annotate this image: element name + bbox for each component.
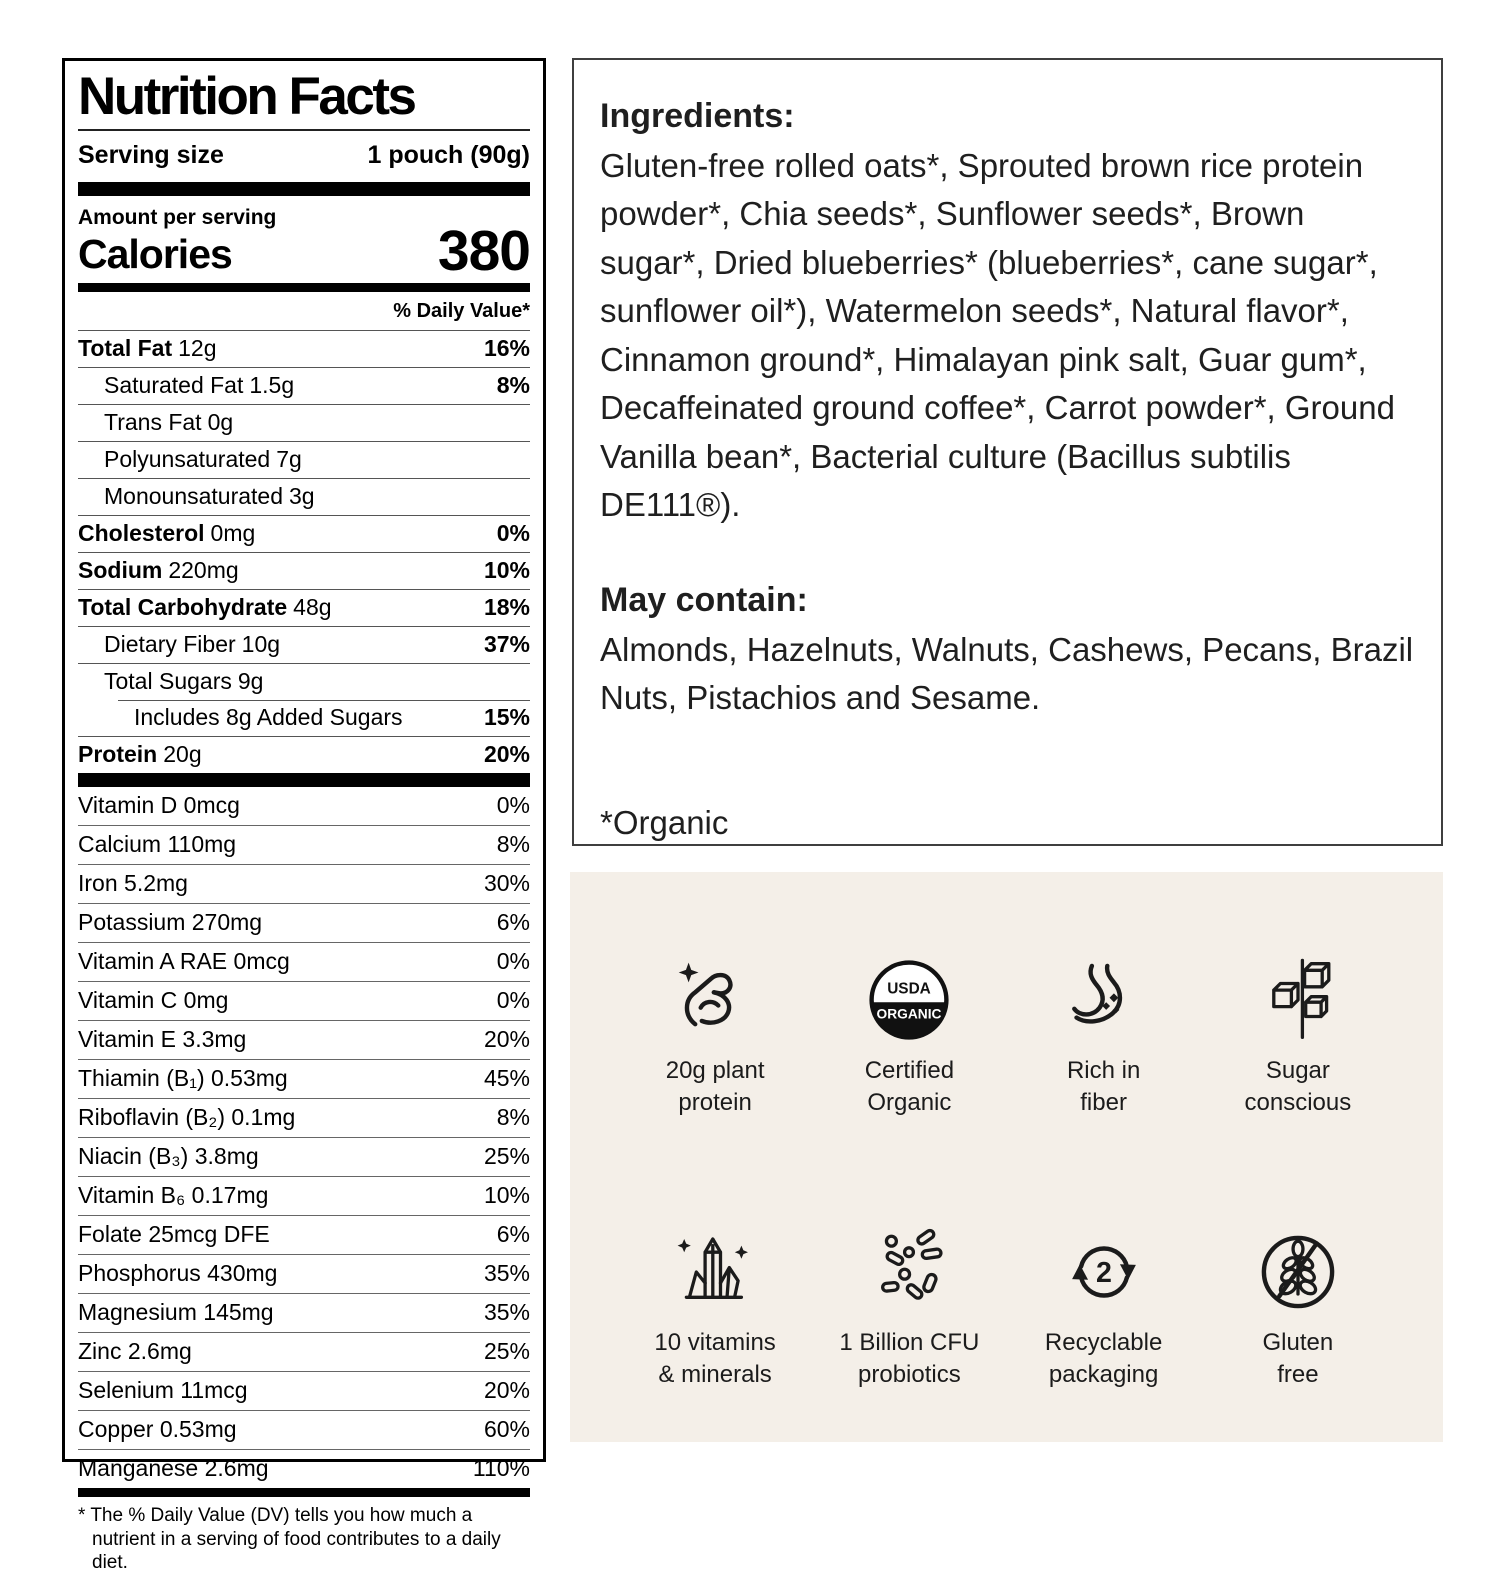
table-row: Saturated Fat 1.5g 8%	[78, 366, 530, 404]
table-row: Dietary Fiber 10g 37%	[78, 625, 530, 663]
badge-label: Recyclable packaging	[1044, 1329, 1163, 1388]
table-row: Potassium 270mg 6%	[78, 902, 530, 942]
table-row: Vitamin B₆ 0.17mg 10%	[78, 1175, 530, 1215]
probiotics-icon	[881, 1228, 943, 1300]
table-row: Manganese 2.6mg 110%	[78, 1448, 530, 1488]
table-row: Sodium 220mg 10%	[78, 551, 530, 589]
table-row: Iron 5.2mg 30%	[78, 863, 530, 903]
table-row: Monounsaturated 3g	[78, 477, 530, 515]
badge-plant-protein: 20g plant protein	[618, 956, 812, 1170]
table-row: Polyunsaturated 7g	[78, 440, 530, 478]
usda-organic-seal: USDA ORGANIC	[869, 960, 949, 1040]
calories-value: 380	[437, 219, 531, 284]
recycle-icon: 2	[1071, 1246, 1136, 1298]
table-row: Thiamin (B₁) 0.53mg 45%	[78, 1058, 530, 1098]
seal-bottom-text: ORGANIC	[877, 1007, 942, 1022]
badge-probiotics: 1 Billion CFU probiotics	[812, 1228, 1006, 1442]
table-row: Cholesterol 0mg 0%	[78, 514, 530, 552]
ingredients-panel: Ingredients: Gluten-free rolled oats*, S…	[572, 58, 1443, 846]
table-row: Calcium 110mg 8%	[78, 824, 530, 864]
daily-value-header: % Daily Value*	[393, 299, 530, 322]
table-row: Copper 0.53mg 60%	[78, 1409, 530, 1449]
divider-medium-bar	[78, 282, 530, 292]
table-row: Total Fat 12g 16%	[78, 329, 530, 367]
nutrition-facts-label: Nutrition Facts Serving size 1 pouch (90…	[62, 58, 546, 1573]
badge-label: Rich in fiber	[1066, 1057, 1141, 1116]
table-row: Trans Fat 0g	[78, 403, 530, 441]
seal-top-text: USDA	[888, 980, 932, 997]
badge-sugar-conscious: Sugar conscious	[1201, 956, 1395, 1170]
feature-badges-panel: 20g plant protein USDA ORGANIC Certified…	[570, 872, 1443, 1442]
table-row: Magnesium 145mg 35%	[78, 1292, 530, 1332]
product-label-page: { "nutrition_label": { "title": "Nutriti…	[62, 58, 1443, 1574]
badge-gluten-free: Gluten free	[1201, 1228, 1395, 1442]
badge-recyclable: 2 Recyclable packaging	[1007, 1228, 1201, 1442]
stomach-icon	[1071, 963, 1122, 1024]
badge-label: Sugar conscious	[1244, 1057, 1352, 1116]
recycle-number: 2	[1096, 1257, 1112, 1289]
table-row: Protein 20g 20%	[78, 735, 530, 773]
may-contain-list: Almonds, Hazelnuts, Walnuts, Cashews, Pe…	[600, 630, 1414, 717]
badge-label: Gluten free	[1262, 1329, 1334, 1388]
badge-rich-in-fiber: Rich in fiber	[1007, 956, 1201, 1170]
table-row: Zinc 2.6mg 25%	[78, 1331, 530, 1371]
bicep-icon	[678, 962, 733, 1027]
badge-label: 10 vitamins & minerals	[654, 1329, 776, 1388]
ingredients-heading: Ingredients:	[600, 97, 795, 135]
crystals-icon	[677, 1237, 749, 1299]
badge-label: 1 Billion CFU probiotics	[839, 1329, 980, 1388]
table-row: Vitamin C 0mg 0%	[78, 980, 530, 1020]
badge-vitamins-minerals: 10 vitamins & minerals	[618, 1228, 812, 1442]
serving-size-value: 1 pouch (90g)	[367, 141, 530, 170]
serving-size-row: Serving size 1 pouch (90g)	[78, 131, 530, 182]
ingredients-list: Gluten-free rolled oats*, Sprouted brown…	[600, 146, 1395, 524]
calories-row: Calories 380	[78, 219, 531, 284]
table-row: Riboflavin (B₂) 0.1mg 8%	[78, 1097, 530, 1137]
gluten-free-icon	[1261, 1235, 1335, 1309]
table-row: Niacin (B₃) 3.8mg 25%	[78, 1136, 530, 1176]
nutrition-facts-title: Nutrition Facts	[78, 69, 530, 132]
badge-label: Certified Organic	[864, 1057, 955, 1116]
organic-footnote: *Organic	[600, 803, 729, 841]
table-row: Vitamin D 0mcg 0%	[78, 791, 530, 818]
table-row: Phosphorus 430mg 35%	[78, 1253, 530, 1293]
amount-per-serving-label: Amount per serving	[78, 206, 277, 230]
micronutrient-table: Vitamin D 0mcg 0% Calcium 110mg 8% Iron 5.…	[78, 787, 530, 1488]
table-row: Total Carbohydrate 48g 18%	[78, 588, 530, 626]
divider-thick-bar	[78, 182, 530, 197]
daily-value-footnote: * The % Daily Value (DV) tells you how m…	[78, 1504, 501, 1574]
may-contain-heading: May contain:	[600, 580, 808, 619]
table-row: Selenium 11mcg 20%	[78, 1370, 530, 1410]
calories-label: Calories	[78, 230, 233, 277]
table-row: Includes 8g Added Sugars 15%	[78, 699, 530, 736]
serving-size-label: Serving size	[78, 141, 224, 170]
table-row: Vitamin A RAE 0mcg 0%	[78, 941, 530, 981]
badge-certified-organic: USDA ORGANIC Certified Organic	[812, 956, 1006, 1170]
table-row: Total Sugars 9g	[78, 662, 530, 700]
divider-medium-bar	[78, 1487, 530, 1497]
table-row: Vitamin E 3.3mg 20%	[78, 1019, 530, 1059]
nutrient-table: Total Fat 12g 16% Saturated Fat 1.5g 8% Tran…	[78, 329, 530, 773]
sugar-cubes-icon	[1272, 958, 1331, 1040]
table-row: Folate 25mcg DFE 6%	[78, 1214, 530, 1254]
badge-label: 20g plant protein	[665, 1057, 765, 1116]
divider-thick-bar	[78, 772, 530, 787]
